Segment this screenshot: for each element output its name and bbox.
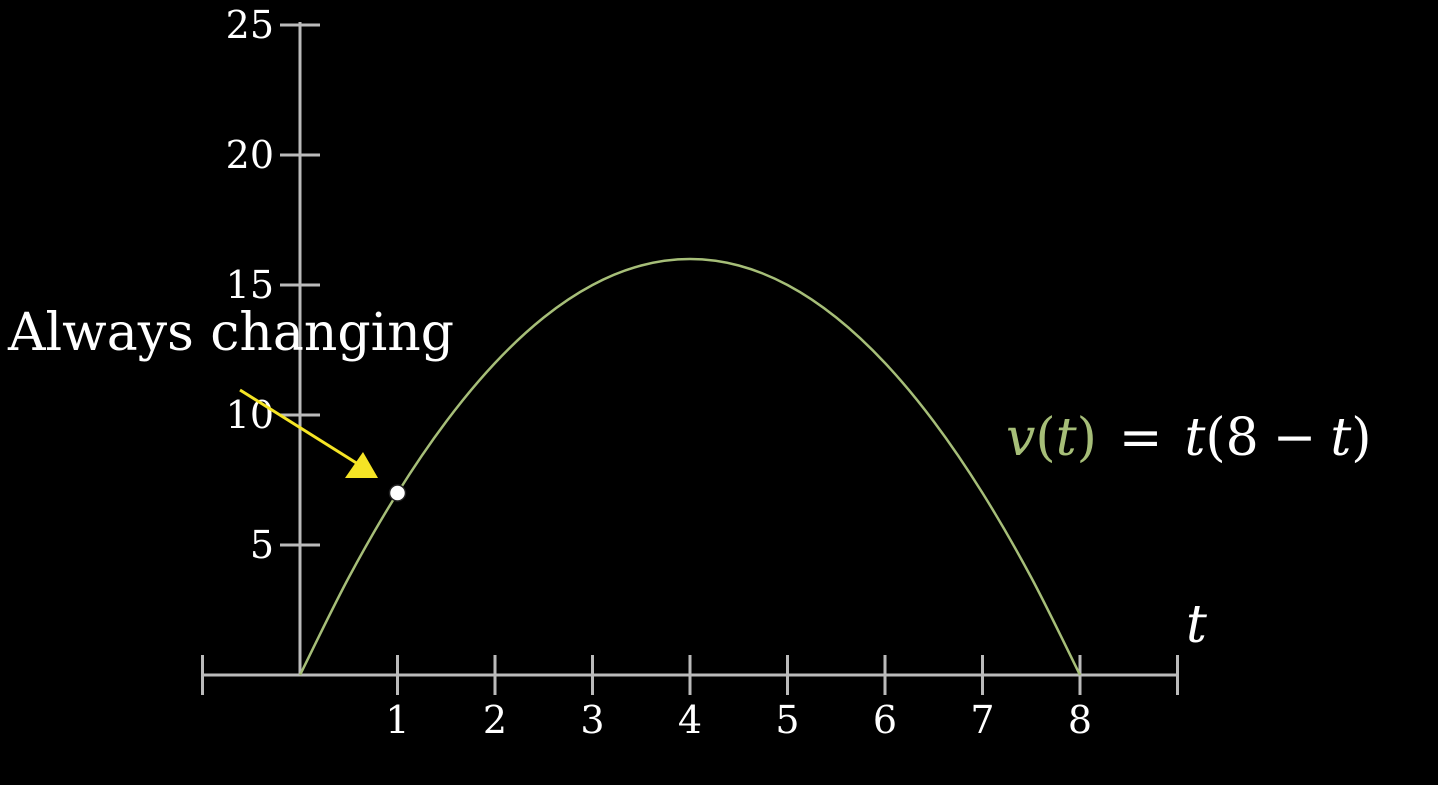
annotation-text: Always changing xyxy=(7,303,454,363)
x-axis-label: t xyxy=(1186,595,1207,655)
highlight-point xyxy=(388,484,407,502)
x-tick-label: 4 xyxy=(678,698,702,742)
equation-rhs-minus: − xyxy=(1273,408,1317,468)
equation-lhs-t: t xyxy=(1056,408,1077,468)
y-tick-label: 15 xyxy=(226,263,274,307)
y-tick-label: 10 xyxy=(226,393,274,437)
x-tick-label: 6 xyxy=(873,698,897,742)
y-tick-label: 20 xyxy=(226,133,274,177)
equation-lhs-open: ( xyxy=(1035,408,1055,468)
equation-rhs-open: ( xyxy=(1205,408,1225,468)
equation-rhs-t1: t xyxy=(1184,408,1205,468)
equation-equals: = xyxy=(1119,408,1163,468)
equation-rhs-t2: t xyxy=(1330,408,1351,468)
equation-lhs-close: ) xyxy=(1077,408,1097,468)
equation-rhs-close: ) xyxy=(1351,408,1371,468)
velocity-curve xyxy=(298,257,1082,676)
equation-rhs-8: 8 xyxy=(1226,408,1259,468)
x-tick-label: 8 xyxy=(1068,698,1092,742)
annotation-arrow-head xyxy=(345,452,378,478)
x-ticks: 1 2 3 4 5 6 7 8 xyxy=(201,655,1179,742)
y-tick-label: 25 xyxy=(226,3,274,47)
x-tick-label: 2 xyxy=(483,698,507,742)
x-tick-label: 7 xyxy=(970,698,994,742)
y-ticks: 5 10 15 20 25 xyxy=(226,3,320,567)
x-tick-label: 5 xyxy=(775,698,799,742)
equation-lhs-v: v xyxy=(1006,408,1035,468)
annotation-arrow-shaft xyxy=(239,388,359,466)
x-tick-label: 3 xyxy=(580,698,604,742)
x-tick-label: 1 xyxy=(385,698,409,742)
y-tick-label: 5 xyxy=(250,523,274,567)
equation: v(t) = t(8− t) xyxy=(1006,408,1372,468)
annotation-arrow xyxy=(239,388,378,478)
